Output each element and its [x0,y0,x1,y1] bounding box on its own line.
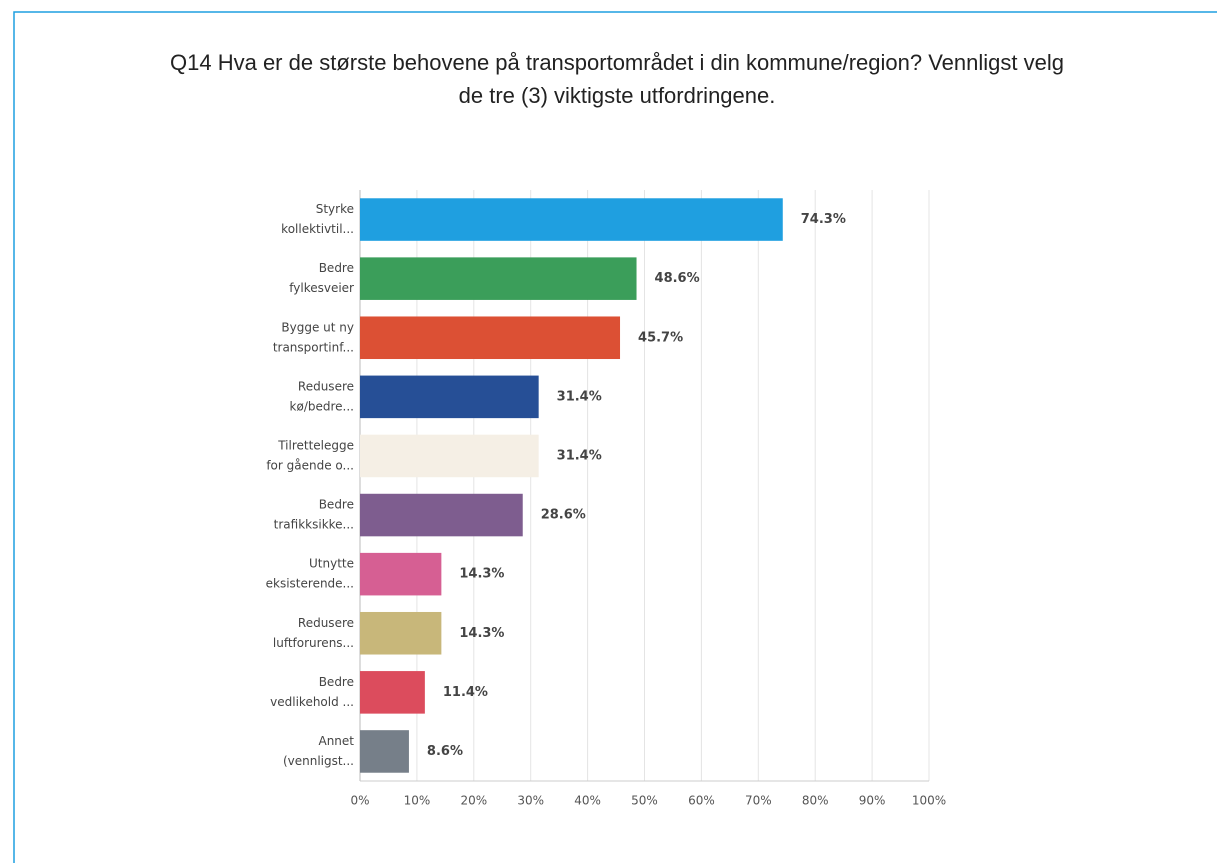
x-tick-label: 20% [460,794,487,808]
value-label: 28.6% [541,508,586,523]
category-label: Utnytte [309,557,354,571]
bar [360,671,425,714]
value-label: 74.3% [801,212,846,227]
x-tick-label: 100% [912,794,946,808]
category-label: Bedre [319,261,354,275]
x-tick-label: 60% [688,794,715,808]
x-tick-label: 80% [802,794,829,808]
category-label: trafikksikke... [274,518,354,532]
category-label: for gående o... [266,458,354,472]
category-label: kø/bedre... [290,399,354,413]
category-label: eksisterende... [266,577,354,591]
value-label: 45.7% [638,330,683,345]
category-label: Redusere [298,616,354,630]
bar [360,730,409,773]
value-label: 11.4% [443,685,488,700]
x-tick-label: 50% [631,794,658,808]
x-tick-label: 70% [745,794,772,808]
bar [360,434,539,478]
chart-title: Q14 Hva er de største behovene på transp… [170,50,1064,75]
category-label: fylkesveier [289,281,354,295]
bar [360,316,621,360]
category-label: Styrke [316,202,354,216]
x-tick-label: 90% [859,794,886,808]
category-label: Annet [318,734,354,748]
bar [360,198,783,241]
category-label: Redusere [298,379,354,393]
value-label: 48.6% [655,271,700,286]
chart-title: de tre (3) viktigste utfordringene. [459,83,776,108]
bar [360,611,442,655]
value-label: 8.6% [427,744,463,759]
bar [360,375,539,419]
value-label: 14.3% [459,567,504,582]
x-tick-label: 40% [574,794,601,808]
x-tick-label: 30% [517,794,544,808]
category-label: transportinf... [273,340,354,354]
category-label: Tilrettelegge [277,438,354,452]
value-label: 31.4% [557,389,602,404]
bar [360,552,442,596]
category-label: Bedre [319,675,354,689]
category-label: luftforurens... [273,636,354,650]
category-label: (vennligst... [283,754,354,768]
value-label: 14.3% [459,626,504,641]
value-label: 31.4% [557,448,602,463]
category-label: vedlikehold ... [270,695,354,709]
x-tick-label: 10% [404,794,431,808]
x-tick-label: 0% [350,794,369,808]
category-label: kollektivtil... [281,222,354,236]
category-label: Bygge ut ny [281,320,354,334]
frame [13,11,1217,863]
category-label: Bedre [319,498,354,512]
bar [360,493,523,537]
bar [360,257,637,300]
